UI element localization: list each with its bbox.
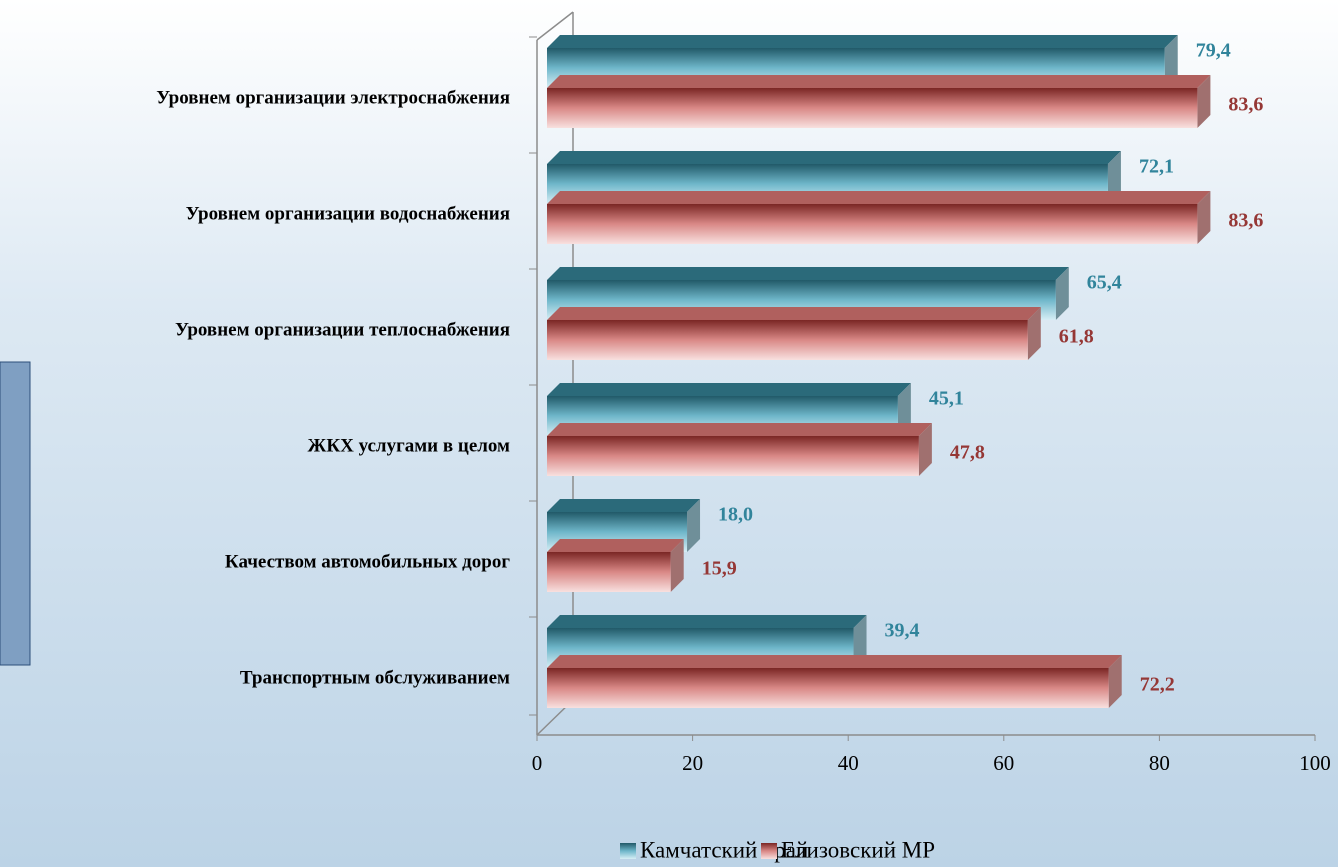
value-label: 61,8 xyxy=(1059,326,1094,348)
value-label: 18,0 xyxy=(718,504,753,526)
legend-swatch xyxy=(620,843,636,859)
bar xyxy=(547,204,1198,244)
category-label: Качеством автомобильных дорог xyxy=(225,551,510,572)
x-tick-label: 20 xyxy=(682,751,703,775)
category-label: Уровнем организации водоснабжения xyxy=(186,203,510,224)
value-label: 72,1 xyxy=(1139,156,1174,178)
bar-top xyxy=(547,423,932,436)
x-tick-label: 0 xyxy=(532,751,543,775)
legend-label: Камчатский край xyxy=(640,837,808,862)
value-label: 72,2 xyxy=(1140,674,1175,696)
bar xyxy=(547,88,1198,128)
value-label: 79,4 xyxy=(1196,40,1231,62)
value-label: 65,4 xyxy=(1087,272,1122,294)
value-label: 45,1 xyxy=(929,388,964,410)
bar-side xyxy=(1197,191,1211,244)
bar-side xyxy=(1107,151,1121,204)
bar xyxy=(547,320,1028,360)
bar-side xyxy=(1197,75,1211,128)
bar xyxy=(547,552,671,592)
bar-side xyxy=(897,383,911,436)
bar-top xyxy=(547,307,1041,320)
value-label: 83,6 xyxy=(1228,210,1263,232)
value-label: 47,8 xyxy=(950,442,985,464)
bar-top xyxy=(547,151,1121,164)
x-tick-label: 40 xyxy=(838,751,859,775)
bar-top xyxy=(547,499,701,512)
bar xyxy=(547,668,1109,708)
bar-top xyxy=(547,35,1178,48)
bar-top xyxy=(547,383,911,396)
category-label: ЖКХ услугами в целом xyxy=(308,435,510,456)
bar-side xyxy=(670,539,684,592)
category-label: Транспортным обслуживанием xyxy=(240,667,510,688)
x-tick-label: 100 xyxy=(1299,751,1331,775)
bar-side xyxy=(853,615,867,668)
bar-top xyxy=(547,191,1211,204)
bar-side xyxy=(1108,655,1122,708)
x-tick-label: 60 xyxy=(993,751,1014,775)
category-label: Уровнем организации теплоснабжения xyxy=(175,319,510,340)
photo-fragment xyxy=(0,361,31,666)
category-label: Уровнем организации электроснабжения xyxy=(156,87,510,108)
legend-swatch xyxy=(761,843,777,859)
bar-top xyxy=(547,267,1069,280)
bar-side xyxy=(1164,35,1178,88)
x-tick-label: 80 xyxy=(1149,751,1170,775)
value-label: 83,6 xyxy=(1228,94,1263,116)
legend-label: Елизовский МР xyxy=(781,837,935,862)
bar-top xyxy=(547,655,1122,668)
bar xyxy=(547,436,919,476)
bar-side xyxy=(687,499,701,552)
bar-side xyxy=(1027,307,1041,360)
bar-top xyxy=(547,615,867,628)
value-label: 39,4 xyxy=(885,620,920,642)
value-label: 15,9 xyxy=(702,558,737,580)
bar-side xyxy=(918,423,932,476)
bar-top xyxy=(547,75,1211,88)
bar-side xyxy=(1055,267,1069,320)
bar-top xyxy=(547,539,684,552)
